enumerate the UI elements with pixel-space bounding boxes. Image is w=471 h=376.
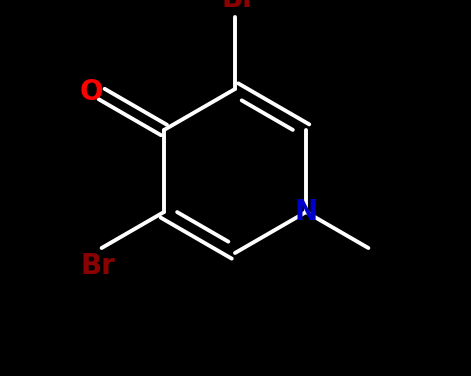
Text: Br: Br xyxy=(80,252,115,280)
Text: O: O xyxy=(80,78,103,106)
Text: Br: Br xyxy=(221,0,256,13)
Text: N: N xyxy=(294,198,317,226)
